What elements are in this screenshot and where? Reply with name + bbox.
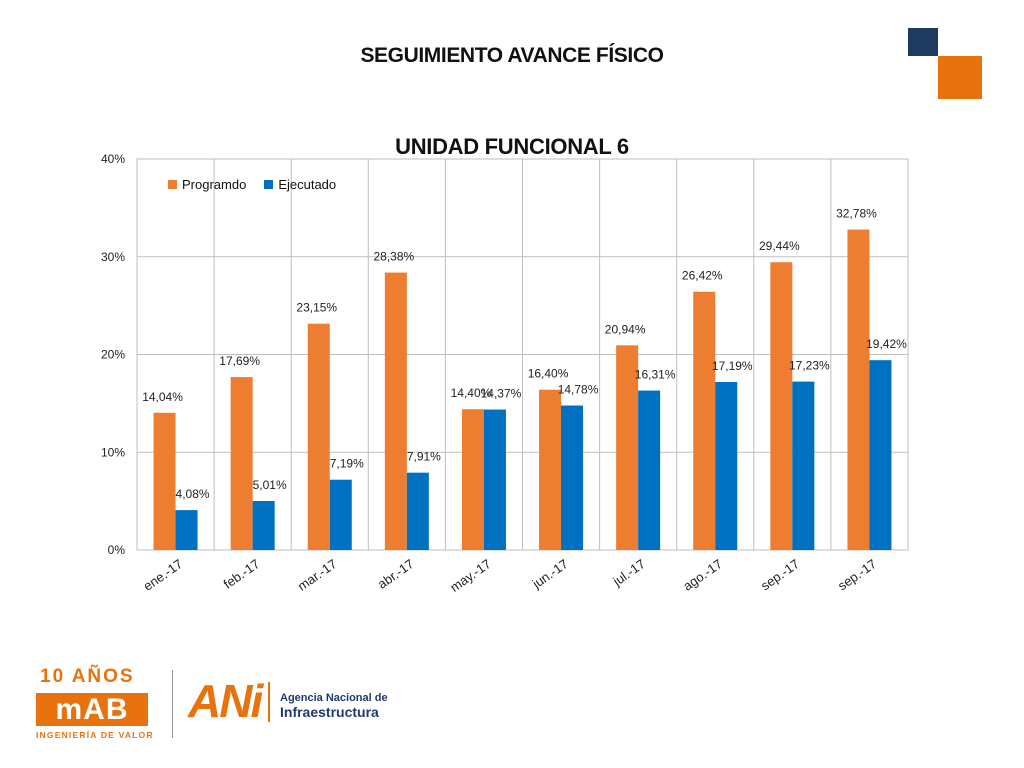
bar-programado bbox=[384, 272, 407, 550]
bar-ejecutado bbox=[638, 390, 661, 550]
data-label-programado: 14,40% bbox=[451, 386, 492, 400]
y-tick-label: 0% bbox=[108, 543, 126, 557]
y-tick-label: 20% bbox=[101, 348, 125, 362]
data-label-programado: 29,44% bbox=[759, 239, 800, 253]
data-label-ejecutado: 7,19% bbox=[330, 457, 364, 471]
slide-title: SEGUIMIENTO AVANCE FÍSICO bbox=[360, 44, 664, 67]
data-label-programado: 28,38% bbox=[373, 250, 414, 264]
ani-name-line1: Agencia Nacional de bbox=[280, 692, 388, 704]
data-label-ejecutado: 19,42% bbox=[866, 337, 907, 351]
data-label-programado: 26,42% bbox=[682, 269, 723, 283]
legend-swatch-ejecutado bbox=[264, 180, 274, 189]
data-label-programado: 32,78% bbox=[836, 207, 877, 221]
bar-programado bbox=[616, 345, 639, 550]
y-tick-label: 30% bbox=[101, 250, 125, 264]
bar-ejecutado bbox=[561, 405, 584, 550]
ani-name-line2: Infraestructura bbox=[280, 704, 379, 720]
data-label-ejecutado: 14,78% bbox=[558, 383, 599, 397]
y-tick-label: 10% bbox=[101, 445, 125, 459]
x-tick-label: may.-17 bbox=[447, 556, 493, 595]
ani-mark: ANi bbox=[188, 675, 263, 727]
ani-logo: ANi Agencia Nacional de Infraestructura bbox=[188, 676, 388, 736]
bar-ejecutado bbox=[483, 409, 506, 550]
bar-programado bbox=[770, 262, 793, 550]
y-tick-label: 40% bbox=[101, 152, 125, 166]
mab-logo: 10 AÑOS mAB INGENIERÍA DE VALOR bbox=[36, 666, 153, 746]
bar-ejecutado bbox=[715, 381, 738, 550]
legend-label-programado: Programdo bbox=[182, 177, 247, 192]
legend-label-ejecutado: Ejecutado bbox=[278, 177, 337, 192]
bar-ejecutado bbox=[406, 472, 429, 550]
data-label-programado: 16,40% bbox=[528, 367, 569, 381]
mab-anniversary-text: 10 AÑOS bbox=[40, 666, 135, 687]
bar-programado bbox=[693, 291, 716, 550]
bar-programado bbox=[153, 412, 176, 550]
footer-logos: 10 AÑOS mAB INGENIERÍA DE VALOR ANi Agen… bbox=[0, 650, 1024, 760]
chart-title: UNIDAD FUNCIONAL 6 bbox=[395, 134, 629, 159]
bar-programado bbox=[461, 409, 484, 550]
legend-item-programado: Programdo bbox=[168, 177, 246, 192]
bar-ejecutado bbox=[329, 479, 352, 550]
data-label-programado: 17,69% bbox=[219, 354, 260, 368]
data-label-programado: 20,94% bbox=[605, 322, 646, 336]
data-label-programado: 14,04% bbox=[142, 390, 183, 404]
x-tick-label: jul.-17 bbox=[609, 556, 647, 589]
bar-ejecutado bbox=[869, 360, 892, 550]
x-tick-label: abr.-17 bbox=[375, 556, 417, 592]
data-label-programado: 23,15% bbox=[296, 301, 337, 315]
x-tick-label: sep.-17 bbox=[758, 556, 802, 593]
bar-programado bbox=[230, 377, 253, 550]
data-label-ejecutado: 16,31% bbox=[635, 368, 676, 382]
bar-ejecutado bbox=[252, 501, 275, 550]
mab-tagline: INGENIERÍA DE VALOR bbox=[36, 730, 154, 740]
legend-swatch-programado bbox=[168, 180, 177, 189]
x-tick-label: feb.-17 bbox=[221, 556, 263, 592]
bar-programado bbox=[539, 389, 562, 550]
x-tick-label: ago.-17 bbox=[680, 556, 725, 594]
data-label-ejecutado: 5,01% bbox=[253, 478, 287, 492]
decorative-orange-square bbox=[938, 56, 982, 99]
x-tick-label: jun.-17 bbox=[529, 556, 571, 592]
data-label-ejecutado: 17,19% bbox=[712, 359, 753, 373]
decorative-navy-square bbox=[908, 28, 938, 56]
bar-programado bbox=[307, 323, 330, 550]
bar-ejecutado bbox=[792, 381, 815, 550]
legend-item-ejecutado: Ejecutado bbox=[264, 177, 336, 192]
chart-legend: Programdo Ejecutado bbox=[168, 177, 336, 192]
mab-wordmark: mAB bbox=[36, 693, 148, 726]
x-tick-label: ene.-17 bbox=[141, 556, 186, 594]
x-tick-label: sep.-17 bbox=[835, 556, 879, 593]
data-label-ejecutado: 14,37% bbox=[481, 387, 522, 401]
logo-divider bbox=[172, 670, 173, 738]
ani-divider bbox=[268, 682, 270, 722]
data-label-ejecutado: 4,08% bbox=[176, 487, 210, 501]
data-label-ejecutado: 7,91% bbox=[407, 450, 441, 464]
bar-ejecutado bbox=[175, 510, 198, 550]
bar-chart: 0% 10% 20% 30% 40% 14,04% 4,08% ene.-17 17,69% 5,… bbox=[101, 152, 909, 595]
bar-programado bbox=[847, 229, 870, 550]
data-label-ejecutado: 17,23% bbox=[789, 359, 830, 373]
x-tick-label: mar.-17 bbox=[295, 556, 340, 594]
